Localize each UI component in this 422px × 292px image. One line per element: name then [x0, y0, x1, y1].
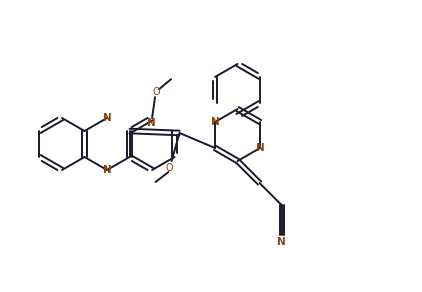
Text: N: N: [103, 113, 111, 123]
Text: N: N: [277, 237, 286, 247]
Text: O: O: [152, 87, 160, 97]
Text: N: N: [147, 118, 156, 128]
Text: N: N: [103, 165, 111, 175]
Text: O: O: [166, 163, 173, 173]
Text: N: N: [256, 143, 265, 153]
Text: N: N: [211, 117, 219, 127]
